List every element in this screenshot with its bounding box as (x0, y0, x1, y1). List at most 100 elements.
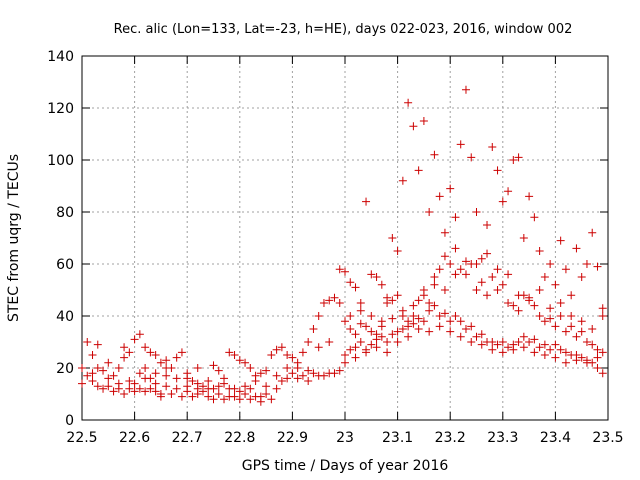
data-point-marker (335, 299, 344, 307)
data-point-marker (120, 353, 129, 362)
data-point-marker (435, 312, 444, 320)
data-point-marker (393, 338, 402, 346)
data-point-marker (304, 366, 313, 375)
data-point-marker (356, 338, 365, 346)
data-point-marker (177, 348, 186, 357)
data-point-marker (561, 327, 570, 336)
data-point-marker (204, 392, 213, 401)
data-point-marker (519, 234, 528, 242)
data-point-marker (151, 369, 160, 378)
data-point-marker (209, 395, 218, 404)
data-point-marker (446, 317, 455, 326)
data-point-marker (535, 286, 544, 294)
data-point-marker (446, 184, 455, 193)
data-point-marker (461, 325, 470, 333)
data-point-marker (283, 351, 292, 359)
data-point-marker (99, 384, 108, 393)
data-point-marker (419, 286, 428, 294)
data-point-marker (151, 351, 160, 359)
data-point-marker (351, 330, 360, 339)
data-point-marker (398, 325, 407, 333)
data-point-marker (572, 356, 581, 365)
data-point-marker (309, 325, 318, 333)
data-point-marker (572, 244, 581, 253)
data-point-marker (372, 273, 381, 281)
data-point-marker (162, 364, 171, 372)
data-point-marker (277, 377, 286, 385)
y-tick-label: 120 (47, 101, 74, 117)
data-point-marker (440, 252, 449, 261)
data-point-marker (151, 387, 160, 396)
data-point-marker (277, 343, 286, 352)
data-point-marker (451, 244, 460, 253)
data-point-marker (577, 327, 586, 336)
data-point-marker (493, 286, 502, 294)
data-point-marker (388, 234, 397, 242)
data-point-marker (582, 358, 591, 367)
data-point-marker (246, 395, 255, 404)
data-point-marker (377, 280, 386, 289)
data-point-marker (283, 374, 292, 383)
data-point-marker (451, 213, 460, 222)
data-point-marker (535, 343, 544, 352)
data-point-marker (109, 387, 118, 396)
data-point-marker (204, 377, 213, 385)
data-point-marker (530, 213, 539, 222)
data-point-marker (325, 369, 334, 378)
data-point-marker (546, 260, 555, 268)
data-point-marker (220, 379, 229, 388)
data-point-marker (319, 299, 328, 307)
data-point-marker (135, 369, 144, 378)
data-point-marker (472, 208, 481, 216)
data-point-marker (377, 322, 386, 331)
data-point-marker (309, 369, 318, 378)
data-point-marker (235, 395, 244, 404)
data-point-marker (572, 332, 581, 341)
data-point-marker (598, 369, 607, 378)
data-point-marker (209, 384, 218, 393)
data-point-marker (540, 317, 549, 326)
data-point-marker (372, 343, 381, 352)
data-point-marker (351, 343, 360, 352)
data-point-marker (167, 390, 176, 398)
data-point-marker (209, 361, 218, 370)
data-point-marker (83, 338, 92, 346)
data-point-marker (414, 166, 423, 175)
data-point-marker (404, 98, 413, 107)
x-tick-label: 22.9 (277, 430, 308, 446)
data-point-marker (272, 345, 281, 354)
data-point-marker (440, 309, 449, 318)
data-point-marker (377, 332, 386, 341)
data-point-marker (298, 371, 307, 380)
data-point-marker (120, 343, 129, 352)
data-point-marker (461, 270, 470, 279)
data-point-marker (335, 366, 344, 375)
data-point-marker (430, 150, 439, 159)
x-axis-label: GPS time / Days of year 2016 (242, 458, 449, 474)
data-point-marker (456, 265, 465, 274)
x-tick-label: 22.5 (66, 430, 97, 446)
data-point-marker (214, 382, 223, 391)
data-point-marker (409, 301, 418, 310)
data-point-marker (172, 374, 181, 383)
data-point-marker (556, 345, 565, 354)
data-point-marker (398, 176, 407, 185)
data-point-marker (598, 304, 607, 313)
data-point-marker (477, 340, 486, 349)
data-point-marker (425, 208, 434, 216)
data-point-marker (577, 353, 586, 362)
data-point-marker (78, 379, 86, 388)
y-tick-label: 0 (65, 413, 74, 429)
data-point-marker (156, 392, 165, 401)
data-point-marker (488, 345, 497, 354)
data-point-marker (88, 377, 97, 385)
data-point-marker (225, 384, 234, 393)
data-point-marker (546, 314, 555, 323)
data-point-marker (314, 371, 323, 380)
data-point-marker (93, 340, 102, 349)
data-point-marker (104, 382, 113, 391)
data-point-marker (425, 299, 434, 307)
data-point-marker (246, 384, 255, 393)
data-point-marker (593, 345, 602, 354)
data-point-marker (467, 322, 476, 331)
